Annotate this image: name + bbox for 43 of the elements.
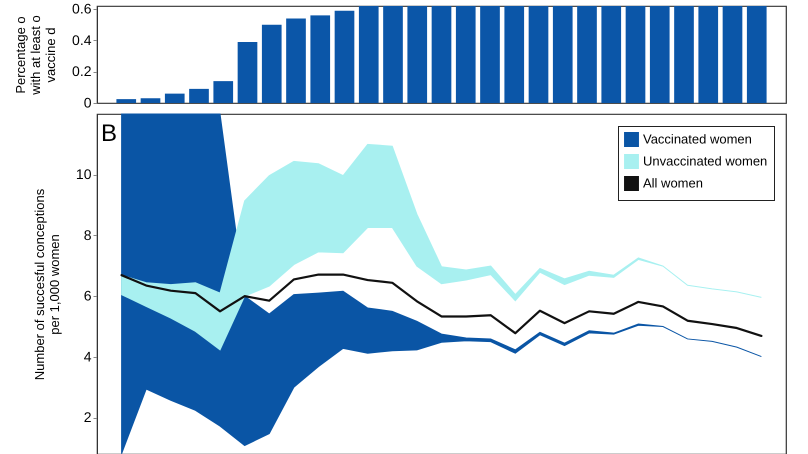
bar	[552, 6, 573, 103]
bar	[746, 6, 767, 103]
y-axis-title: Percentage o with at least o vaccine d	[13, 15, 58, 96]
legend-label: Vaccinated women	[643, 132, 752, 146]
y-tick-label: 2	[84, 409, 92, 426]
bar	[238, 42, 258, 103]
bar	[528, 6, 548, 103]
bar	[601, 6, 622, 103]
bar	[286, 18, 306, 103]
bar	[140, 98, 160, 103]
y-tick-label: 8	[84, 226, 92, 243]
bar	[334, 10, 354, 103]
y-tick-label: 10	[76, 166, 92, 182]
y-tick-label: 6	[84, 288, 92, 304]
y-tick-label: 0.4	[72, 32, 92, 48]
bar	[407, 6, 428, 103]
y-tick-label: 4	[84, 348, 92, 364]
bar	[189, 88, 209, 103]
bar	[310, 15, 330, 103]
y-tick-label: 0	[84, 94, 92, 110]
bar	[626, 6, 646, 103]
bar	[650, 6, 670, 103]
legend-label: All women	[643, 176, 703, 190]
bar	[674, 6, 694, 103]
legend-label: Unvaccinated women	[643, 154, 768, 168]
line-series	[120, 273, 762, 338]
y-tick-label: 0.2	[72, 63, 92, 80]
bar	[577, 6, 597, 103]
bar	[358, 6, 379, 103]
annotation: B	[101, 120, 118, 147]
bar	[116, 99, 136, 103]
bar	[480, 6, 500, 103]
bar	[432, 6, 452, 103]
bar	[213, 81, 234, 103]
y-axis-title: Number of succesful conceptions per 1,000 women	[32, 188, 62, 380]
bar	[504, 6, 524, 103]
bar	[722, 6, 742, 103]
bar	[456, 6, 476, 103]
y-tick-label: 0.6	[72, 0, 92, 17]
bar	[164, 94, 185, 103]
bar	[698, 6, 718, 103]
bar	[383, 6, 403, 103]
bar	[262, 24, 282, 103]
